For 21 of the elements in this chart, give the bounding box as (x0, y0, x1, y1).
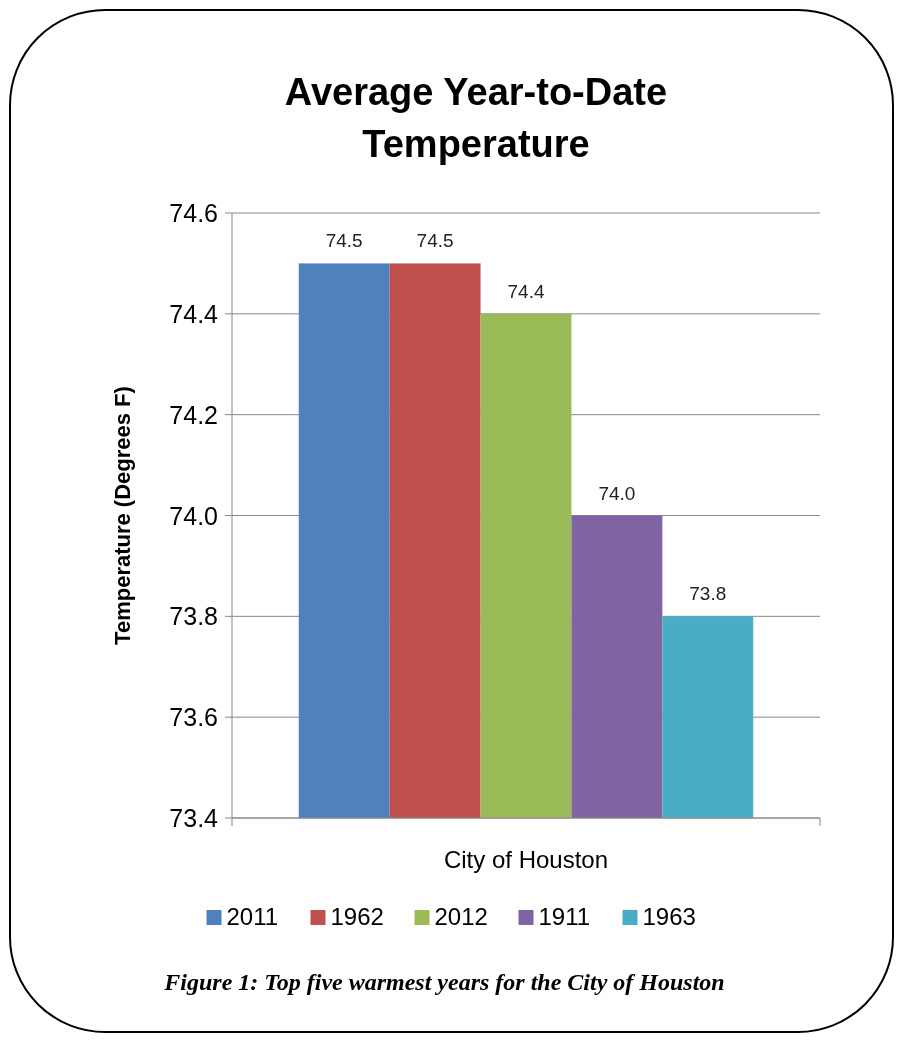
data-label: 74.5 (416, 230, 454, 252)
legend-label: 1911 (538, 903, 591, 930)
x-axis-title: City of Houston (443, 846, 609, 873)
legend-label: 2012 (434, 903, 488, 930)
y-tick-label: 74.4 (169, 299, 219, 328)
y-tick-label: 74.6 (169, 199, 218, 227)
data-label: 73.8 (689, 583, 727, 605)
y-tick-label: 73.4 (169, 804, 219, 832)
data-label: 74.5 (325, 230, 363, 252)
legend-label: 2011 (226, 903, 279, 930)
y-tick-label: 73.6 (169, 703, 218, 732)
data-label: 74.4 (507, 280, 545, 302)
legend-label: 1962 (330, 903, 384, 930)
data-label: 74.0 (598, 482, 636, 504)
legend-label: 1963 (642, 903, 696, 930)
y-tick-label: 74.2 (169, 400, 218, 429)
chart-title: Average Year-to-Date Temperature (284, 71, 668, 165)
y-tick-label: 73.8 (169, 602, 218, 631)
y-tick-label: 74.0 (169, 501, 218, 530)
y-axis-title: Temperature (Degrees F) (110, 386, 135, 645)
caption: Figure 1: Top five warmest years for the City of Houston (163, 969, 725, 995)
